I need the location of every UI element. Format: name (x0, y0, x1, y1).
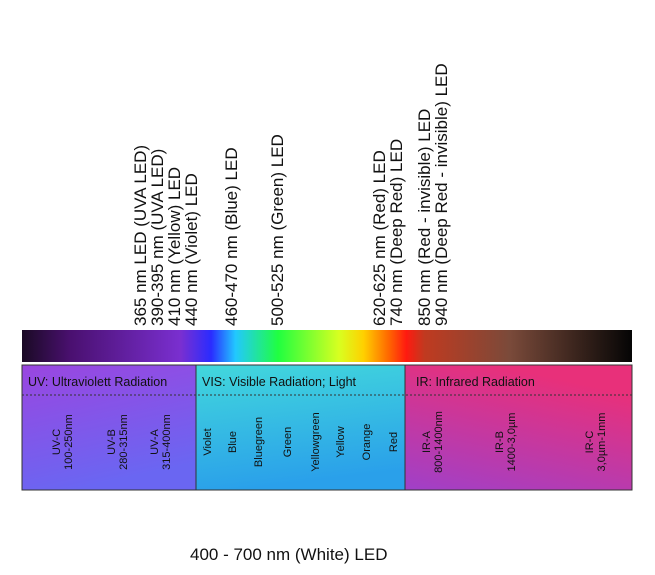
band-label: 100-250nm (63, 414, 75, 470)
led-label: 940 nm (Deep Red - invisible) LED (432, 63, 451, 326)
band-label: 3,0µm-1mm (596, 413, 608, 472)
ir-region (404, 364, 633, 491)
band-label: UV-A (149, 429, 161, 455)
band-label: 1400-3,0µm (506, 413, 518, 472)
region-title: VIS: Visible Radiation; Light (202, 375, 357, 389)
footer-label: 400 - 700 nm (White) LED (190, 545, 387, 564)
band-label: 800-1400nm (433, 411, 445, 473)
band-label: IR-C (584, 431, 596, 454)
band-label: 280-315nm (118, 414, 130, 470)
led-label: 620-625 nm (Red) LED (370, 150, 389, 326)
band-label: UV-B (106, 429, 118, 455)
band-label: Yellow (335, 426, 347, 457)
led-label: 365 nm LED (UVA LED) (131, 145, 150, 326)
band-label: IR-B (494, 431, 506, 453)
band-label: IR-A (421, 430, 433, 453)
led-label: 390-395 nm (UVA LED) (148, 149, 167, 326)
led-label: 410 nm (Yellow) LED (165, 167, 184, 326)
band-label: 315-400nm (161, 414, 173, 470)
band-label: UV-C (51, 429, 63, 455)
band-label: Red (388, 432, 400, 452)
region-title: UV: Ultraviolett Radiation (28, 375, 167, 389)
region-title: IR: Infrared Radiation (416, 375, 535, 389)
band-label: Orange (361, 424, 373, 461)
band-label: Yellowgreen (310, 412, 322, 472)
band-label: Violet (202, 428, 214, 455)
led-label: 440 nm (Violet) LED (182, 173, 201, 326)
spectrum-bar (22, 330, 632, 362)
band-label: Bluegreen (253, 417, 265, 467)
led-label: 850 nm (Red - invisible) LED (415, 109, 434, 326)
led-label: 500-525 nm (Green) LED (268, 134, 287, 326)
band-label: Blue (227, 431, 239, 453)
uv-region (21, 364, 197, 491)
led-label: 460-470 nm (Blue) LED (222, 147, 241, 326)
vis-region (195, 364, 406, 491)
led-label: 740 nm (Deep Red) LED (387, 139, 406, 326)
band-label: Green (282, 427, 294, 458)
